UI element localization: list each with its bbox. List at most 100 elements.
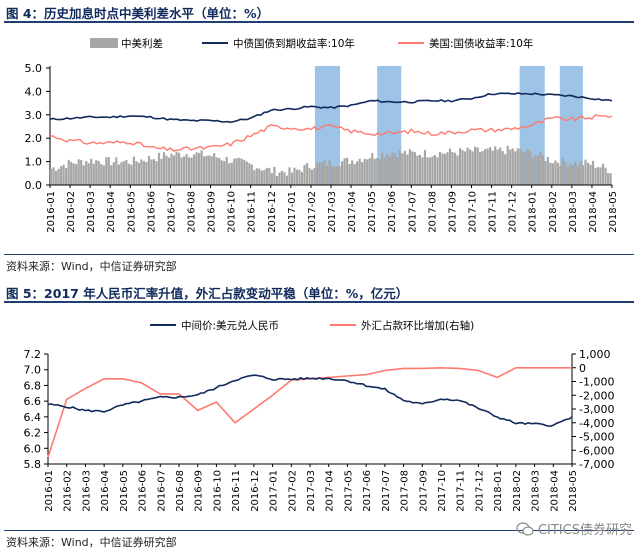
spread-bar — [436, 157, 439, 185]
spread-bar — [203, 156, 206, 185]
x-tick-label: 2016-06 — [146, 191, 157, 233]
y-right-tick-label: -1,000 — [579, 376, 614, 389]
spread-bar — [406, 154, 409, 185]
spread-bar — [218, 158, 221, 185]
spread-bar — [408, 149, 411, 185]
spread-bar — [250, 164, 253, 185]
spread-bar — [132, 156, 135, 185]
spread-bar — [95, 160, 98, 185]
spread-bar — [343, 158, 346, 185]
figure5-source: 资料来源：Wind，中信证券研究部 — [6, 536, 177, 549]
x-tick-label: 2017-05 — [343, 470, 354, 512]
watermark-text: CITICS债券研究 — [537, 523, 632, 538]
spread-bar — [125, 159, 128, 185]
x-tick-label: 2016-04 — [106, 191, 117, 233]
x-tick-label: 2017-07 — [407, 191, 418, 233]
x-tick-label: 2016-02 — [66, 191, 77, 233]
y-tick-label: 0.0 — [25, 179, 43, 192]
x-tick-label: 2017-09 — [418, 470, 429, 512]
figure4-bottom-rule — [4, 254, 634, 255]
spread-bar — [609, 173, 612, 185]
spread-bar — [431, 156, 434, 185]
figure5-top-rule — [4, 301, 634, 303]
x-tick-label: 2016-09 — [207, 191, 218, 233]
spread-bar — [468, 149, 472, 185]
spread-bar — [581, 165, 585, 185]
wechat-icon — [516, 521, 534, 536]
spread-bar — [331, 165, 334, 185]
spread-bar — [471, 151, 474, 185]
spread-bar — [411, 151, 414, 185]
spread-bar — [210, 156, 213, 185]
spread-bar — [341, 161, 344, 185]
spread-bar — [376, 158, 379, 185]
spread-bar — [381, 152, 384, 185]
spread-bar — [596, 167, 600, 185]
spread-bar — [195, 152, 198, 185]
spread-bar — [421, 157, 424, 185]
x-tick-label: 2016-12 — [267, 191, 278, 233]
spread-bar — [426, 157, 429, 185]
spread-bar — [388, 156, 391, 185]
spread-bar — [569, 163, 572, 185]
spread-bar — [373, 158, 376, 185]
spread-bar — [561, 157, 565, 185]
spread-bar — [180, 157, 183, 185]
x-tick-label: 2017-01 — [287, 191, 298, 233]
x-tick-label: 2017-04 — [325, 470, 336, 512]
spread-bar — [268, 168, 271, 185]
spread-bar — [208, 155, 211, 185]
spread-bar — [200, 150, 203, 185]
spread-bar — [325, 165, 329, 185]
spread-bar — [591, 160, 595, 185]
spread-bar — [463, 151, 467, 185]
fx-reserve-line — [47, 366, 572, 458]
spread-bar — [75, 164, 78, 185]
spread-bar — [594, 167, 597, 185]
spread-bar — [298, 169, 301, 185]
figure4-title: 图 4：历史加息时点中美利差水平（单位：%） — [6, 6, 270, 21]
x-tick-label: 2016-08 — [175, 470, 186, 512]
y-right-tick-label: -3,000 — [579, 403, 614, 416]
spread-bar — [441, 153, 444, 185]
y-right-tick-label: -4,000 — [579, 417, 614, 430]
spread-bar — [152, 159, 156, 185]
spread-bar — [351, 160, 354, 185]
y-right-tick-label: 1,000 — [579, 348, 611, 361]
spread-bar — [504, 154, 507, 185]
spread-bar — [112, 162, 115, 185]
y-left-tick-label: 6.8 — [24, 379, 42, 392]
spread-bar — [87, 163, 90, 185]
spread-bar — [235, 158, 238, 185]
spread-bar — [52, 167, 55, 185]
spread-bar — [270, 173, 273, 185]
x-tick-label: 2016-08 — [187, 191, 198, 233]
spread-bar — [551, 163, 554, 185]
spread-bar — [448, 148, 452, 185]
spread-bar — [368, 158, 371, 185]
spread-bar — [85, 161, 88, 185]
spread-bar — [536, 155, 539, 185]
spread-bar — [346, 157, 349, 185]
y-right-tick-label: -5,000 — [579, 431, 614, 444]
x-tick-label: 2017-12 — [508, 191, 519, 233]
spread-bar — [529, 150, 532, 185]
spread-bar — [318, 162, 321, 185]
spread-bar — [604, 167, 607, 185]
spread-bar — [280, 170, 284, 185]
us10y-line — [50, 114, 613, 152]
spread-bar — [137, 162, 141, 185]
spread-bar — [320, 162, 324, 185]
spread-bar — [361, 162, 364, 185]
spread-bar — [606, 173, 610, 185]
spread-bar — [190, 157, 193, 185]
spread-bar — [559, 165, 562, 185]
x-tick-label: 2017-04 — [347, 191, 358, 233]
spread-bar — [534, 155, 537, 185]
spread-bar — [70, 161, 73, 185]
figure4-source: 资料来源：Wind，中信证券研究部 — [6, 260, 177, 273]
spread-bar — [484, 149, 487, 185]
x-tick-label: 2016-06 — [138, 470, 149, 512]
spread-bar — [566, 166, 570, 185]
spread-bar — [403, 150, 406, 185]
